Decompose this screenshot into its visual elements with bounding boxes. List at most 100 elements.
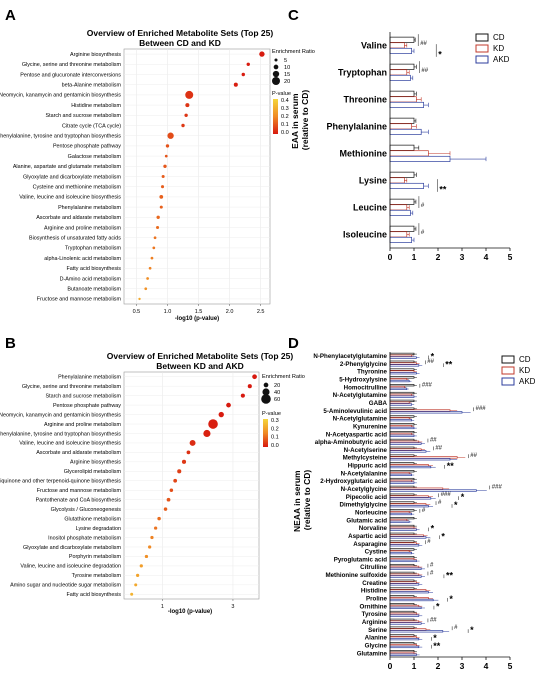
panel-b-title-1: Overview of Enriched Metabolite Sets (To… <box>107 351 294 361</box>
x-tick-label: 1 <box>412 661 417 671</box>
category-label: D-Amino acid metabolism <box>60 276 122 282</box>
bar-akd <box>389 356 417 359</box>
category-label: Glycine <box>365 642 388 649</box>
category-label: Amino sugar and nucleotide sugar metabol… <box>10 583 121 589</box>
panel-c-bar-chart: Valine Tryptophan Threonine Phenylalanine Me… <box>290 32 513 262</box>
category-label: Asparagine <box>353 541 387 548</box>
bar-akd <box>389 645 420 649</box>
data-point <box>161 174 165 179</box>
data-point <box>233 82 238 87</box>
bar-kd <box>389 503 427 506</box>
data-point <box>246 62 250 66</box>
panel-a-x-ticks: 0.5 1.0 1.5 2.0 2.5 <box>133 304 265 315</box>
panel-b-size-legend-title: Enrichment Ratio <box>262 374 305 380</box>
bar-kd <box>389 511 410 514</box>
data-point <box>150 535 154 540</box>
category-label: Tyrosine metabolism <box>72 573 122 579</box>
bar-akd <box>389 450 427 453</box>
category-label: Methionine <box>340 149 388 159</box>
bar-akd <box>389 481 415 484</box>
data-point <box>169 488 174 492</box>
color-legend-label: 0.3 <box>281 106 289 112</box>
annotation-hash: ### <box>422 383 433 389</box>
category-label: Arginine biosynthesis <box>70 52 121 58</box>
data-point <box>159 195 164 199</box>
size-legend-label: 20 <box>284 79 290 85</box>
category-label: Fatty acid biosynthesis <box>66 592 121 598</box>
bar-kd <box>389 557 415 561</box>
x-tick-label: 2.5 <box>257 309 265 315</box>
category-label: N-Acetylglutamine <box>333 416 388 423</box>
annotation-star: * <box>436 602 440 612</box>
annotation-hash: ## <box>435 445 442 451</box>
bar-akd <box>389 101 424 108</box>
data-point <box>259 51 265 57</box>
bar-cd <box>389 524 415 528</box>
category-label: Tyrosine <box>362 611 388 618</box>
bar-kd <box>389 573 420 576</box>
category-label: Pyroglutamic acid <box>334 556 388 563</box>
bar-kd <box>389 479 412 483</box>
category-label: Fructose and mannose metabolism <box>37 488 122 494</box>
legend-swatch-akd <box>475 55 489 64</box>
bar-akd <box>389 653 417 656</box>
category-label: Citrate cycle (TCA cycle) <box>62 123 121 129</box>
bar-cd <box>389 634 415 637</box>
bar-akd <box>389 74 411 81</box>
x-tick-label: 2.0 <box>226 309 234 315</box>
bar-cd <box>389 610 415 614</box>
category-label: Starch and sucrose metabolism <box>45 113 121 119</box>
category-label: N-Acetylglycine <box>341 486 388 493</box>
category-label: Phenylalanine, tyrosine and tryptophan b… <box>0 431 121 437</box>
category-label: Cystine <box>365 549 388 556</box>
category-label: GABA <box>369 400 388 407</box>
bar-akd <box>389 489 477 492</box>
panel-d-axis-title-line2: (relative to CD) <box>302 470 312 531</box>
category-label: Pantothenate and CoA biosynthesis <box>36 497 122 503</box>
bar-cd <box>389 626 415 629</box>
bar-akd <box>389 559 417 563</box>
category-label: Ubiquinone and other terpenoid-quinone b… <box>0 479 121 485</box>
bar-akd <box>389 128 422 135</box>
category-label: Lysine degradation <box>76 526 121 532</box>
bar-kd <box>389 581 417 584</box>
bar-kd <box>389 487 444 490</box>
category-label: Tryptophan metabolism <box>65 246 122 252</box>
annotation-star: ** <box>439 185 447 195</box>
category-label: Arginine biosynthesis <box>70 460 121 466</box>
data-point <box>163 507 168 511</box>
category-label: Glycine, serine and threonine metabolism <box>22 384 122 390</box>
annotation-star: * <box>431 351 435 361</box>
bar-cd <box>389 423 415 426</box>
panel-a-rows: Arginine biosynthesis Glycine, serine and… <box>0 51 265 303</box>
size-legend-dot <box>261 394 271 404</box>
category-label: Glyoxylate and dicarboxylate metabolism <box>23 545 121 551</box>
bar-kd <box>389 651 415 655</box>
color-legend-bar <box>273 99 278 134</box>
annotation-hash: # <box>421 203 425 209</box>
panel-b-title-2: Between KD and AKD <box>156 361 244 371</box>
category-label: Glyoxylate and dicarboxylate metabolism <box>23 174 121 180</box>
bar-kd <box>389 177 405 184</box>
bar-akd <box>389 236 412 243</box>
data-point <box>156 225 160 230</box>
category-label: Aspartic acid <box>348 533 387 540</box>
panel-a-grid <box>124 49 270 304</box>
bar-kd <box>389 448 422 451</box>
category-label: Arginine and proline metabolism <box>44 225 122 231</box>
panel-c-axis: 0 1 2 3 4 5 <box>388 32 513 262</box>
bar-akd <box>389 528 417 531</box>
category-label: Homocitrulline <box>344 384 388 391</box>
legend-swatch-kd <box>501 366 515 375</box>
bar-cd <box>389 90 415 97</box>
bar-akd <box>389 182 424 189</box>
bar-kd <box>389 96 417 103</box>
x-tick-label: 5 <box>508 252 513 262</box>
data-point <box>247 384 252 389</box>
category-label: Glutathione metabolism <box>64 516 121 522</box>
size-legend-label: 15 <box>284 72 290 78</box>
annotation-hash: # <box>430 570 434 576</box>
bar-kd <box>389 495 429 498</box>
bar-cd <box>389 431 415 434</box>
